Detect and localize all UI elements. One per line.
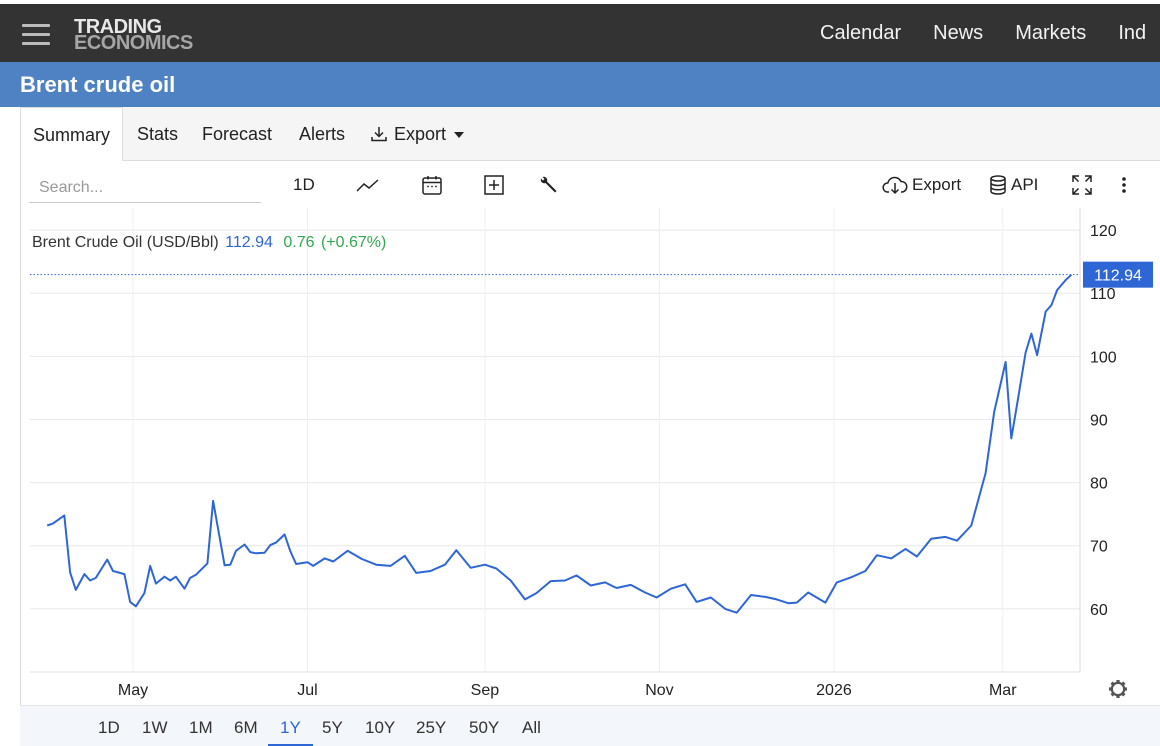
database-icon — [990, 175, 1006, 195]
nav-markets[interactable]: Markets — [1015, 21, 1087, 44]
trading-economics-logo[interactable]: TRADING ECONOMICS — [74, 16, 193, 54]
range-button-all[interactable]: All — [522, 718, 541, 737]
download-icon — [371, 127, 387, 142]
interval-button[interactable]: 1D — [293, 175, 315, 194]
y-tick-label: 70 — [1090, 539, 1108, 556]
range-selector: 1D 1W 1M 6M 1Y 5Y 10Y 25Y 50Y All — [20, 705, 1160, 746]
range-button-50y[interactable]: 50Y — [469, 718, 500, 737]
range-button-1d[interactable]: 1D — [98, 718, 120, 737]
chart-export-button[interactable]: Export — [881, 171, 961, 199]
logo-line-1: TRADING — [74, 16, 162, 38]
y-tick-label: 90 — [1090, 412, 1108, 429]
page-title: Brent crude oil — [20, 72, 176, 97]
wrench-icon — [540, 176, 557, 193]
range-button-1y[interactable]: 1Y — [268, 706, 313, 746]
tab-stats[interactable]: Stats — [137, 124, 179, 144]
x-tick-label: Nov — [645, 682, 673, 699]
tab-export[interactable]: Export — [369, 107, 465, 161]
legend-change: 0.76 — [283, 234, 315, 251]
chart-tools-button[interactable] — [537, 171, 559, 199]
add-series-icon — [484, 175, 504, 195]
range-button-6m[interactable]: 6M — [234, 718, 258, 737]
tab-forecast[interactable]: Forecast — [202, 124, 273, 144]
more-options-button[interactable] — [1119, 171, 1129, 199]
cloud-download-icon — [882, 176, 908, 195]
compare-button[interactable] — [483, 171, 505, 199]
tab-summary[interactable]: Summary — [20, 107, 124, 162]
y-tick-label: 100 — [1090, 349, 1117, 366]
x-tick-label: 2026 — [816, 682, 852, 699]
logo-line-2: ECONOMICS — [74, 32, 193, 54]
series-line-brent[interactable] — [46, 273, 1073, 614]
nav-indicators[interactable]: Ind — [1118, 21, 1147, 44]
legend-series-name: Brent Crude Oil (USD/Bbl) — [32, 234, 219, 251]
chart-legend: Brent Crude Oil (USD/Bbl) 112.94 0.76 (+… — [32, 234, 386, 252]
chart-export-label: Export — [912, 175, 962, 194]
tab-alerts[interactable]: Alerts — [299, 124, 346, 144]
range-button-5y[interactable]: 5Y — [322, 718, 343, 737]
tab-bar: Summary Stats Forecast Alerts Export — [20, 107, 1160, 162]
date-range-button[interactable] — [421, 171, 443, 199]
y-tick-label: 110 — [1090, 286, 1116, 303]
last-value-label: 112.94 — [1094, 268, 1142, 285]
x-tick-label: May — [118, 682, 148, 699]
settings-gear-icon[interactable] — [1109, 680, 1127, 698]
y-tick-label: 60 — [1090, 602, 1108, 619]
caret-down-icon — [454, 132, 465, 139]
range-button-10y[interactable]: 10Y — [365, 718, 396, 737]
range-button-1w[interactable]: 1W — [142, 718, 168, 737]
hamburger-menu-icon[interactable] — [22, 24, 50, 46]
chart-panel: 1D Export API — [20, 161, 1160, 746]
top-navigation-bar: TRADING ECONOMICS Calendar News Markets … — [0, 4, 1160, 62]
calendar-icon — [422, 176, 442, 195]
page-title-bar: Brent crude oil — [0, 62, 1160, 107]
nav-news[interactable]: News — [933, 21, 984, 44]
y-tick-label: 80 — [1090, 476, 1108, 493]
y-tick-label: 120 — [1090, 223, 1117, 240]
x-tick-label: Jul — [297, 682, 317, 699]
last-value-badge — [1083, 261, 1153, 288]
fullscreen-button[interactable] — [1071, 171, 1093, 199]
nav-calendar[interactable]: Calendar — [820, 21, 902, 44]
range-button-1m[interactable]: 1M — [189, 718, 213, 737]
search-input[interactable] — [29, 173, 261, 203]
tab-export-label: Export — [394, 124, 447, 144]
range-button-25y[interactable]: 25Y — [416, 718, 447, 737]
x-tick-label: Mar — [989, 682, 1017, 699]
fullscreen-icon — [1072, 175, 1092, 195]
legend-change-percent: (+0.67%) — [320, 234, 387, 251]
api-button[interactable]: API — [989, 171, 1038, 199]
legend-last-value: 112.94 — [225, 234, 273, 251]
top-nav-links: Calendar News Markets Ind — [804, 4, 1160, 62]
line-chart-icon — [356, 179, 379, 192]
x-tick-label: Sep — [471, 682, 500, 699]
api-label: API — [1011, 175, 1039, 194]
top-strip — [0, 0, 1160, 4]
line-chart-type-button[interactable] — [355, 171, 381, 199]
more-vertical-icon — [1122, 177, 1126, 193]
